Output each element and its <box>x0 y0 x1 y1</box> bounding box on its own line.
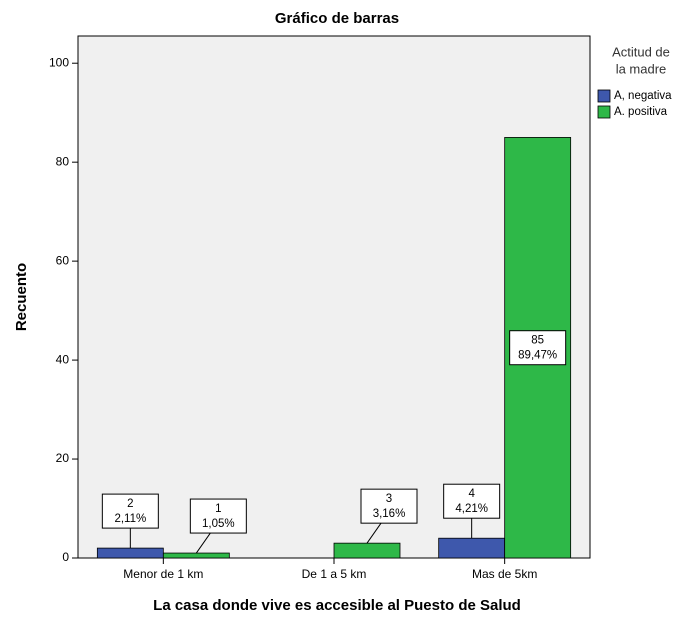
y-tick-label: 20 <box>56 451 70 465</box>
legend-swatch <box>597 89 611 103</box>
data-label: 2 <box>127 498 133 510</box>
data-label-box <box>509 330 567 366</box>
legend-swatch <box>597 105 611 119</box>
data-label: 1 <box>215 503 221 515</box>
y-tick-label: 60 <box>56 253 70 267</box>
data-label: 3,16% <box>373 508 406 520</box>
bar <box>96 547 164 559</box>
data-label-box <box>189 498 247 534</box>
y-tick-label: 40 <box>56 352 70 366</box>
bar <box>438 537 506 559</box>
y-tick-label: 100 <box>49 55 69 69</box>
x-tick-label: De 1 a 5 km <box>302 567 367 581</box>
legend-label: A. positiva <box>614 106 668 118</box>
legend-title: Actitud de <box>612 44 670 59</box>
data-label: 4 <box>468 488 475 500</box>
data-label: 1,05% <box>202 518 235 530</box>
data-label: 85 <box>531 335 544 347</box>
data-label: 2,11% <box>114 513 146 525</box>
x-tick-label: Menor de 1 km <box>123 567 203 581</box>
data-label: 3 <box>386 493 392 505</box>
data-label-box <box>443 483 501 519</box>
chart-title: Gráfico de barras <box>275 10 399 27</box>
data-label: 4,21% <box>455 503 488 515</box>
leader-line <box>366 522 382 544</box>
data-label: 89,47% <box>518 350 557 362</box>
y-tick-label: 0 <box>62 550 69 564</box>
legend-title: la madre <box>616 61 667 76</box>
legend-label: A, negativa <box>614 90 672 102</box>
bar <box>333 542 401 559</box>
x-tick-label: Mas de 5km <box>472 567 537 581</box>
y-axis-title: Recuento <box>13 263 30 331</box>
data-label-box <box>360 488 418 524</box>
x-axis-title: La casa donde vive es accesible al Puest… <box>153 597 521 614</box>
leader-line <box>195 532 211 554</box>
data-label-box <box>101 493 159 529</box>
y-tick-label: 80 <box>56 154 70 168</box>
bar <box>162 552 230 559</box>
